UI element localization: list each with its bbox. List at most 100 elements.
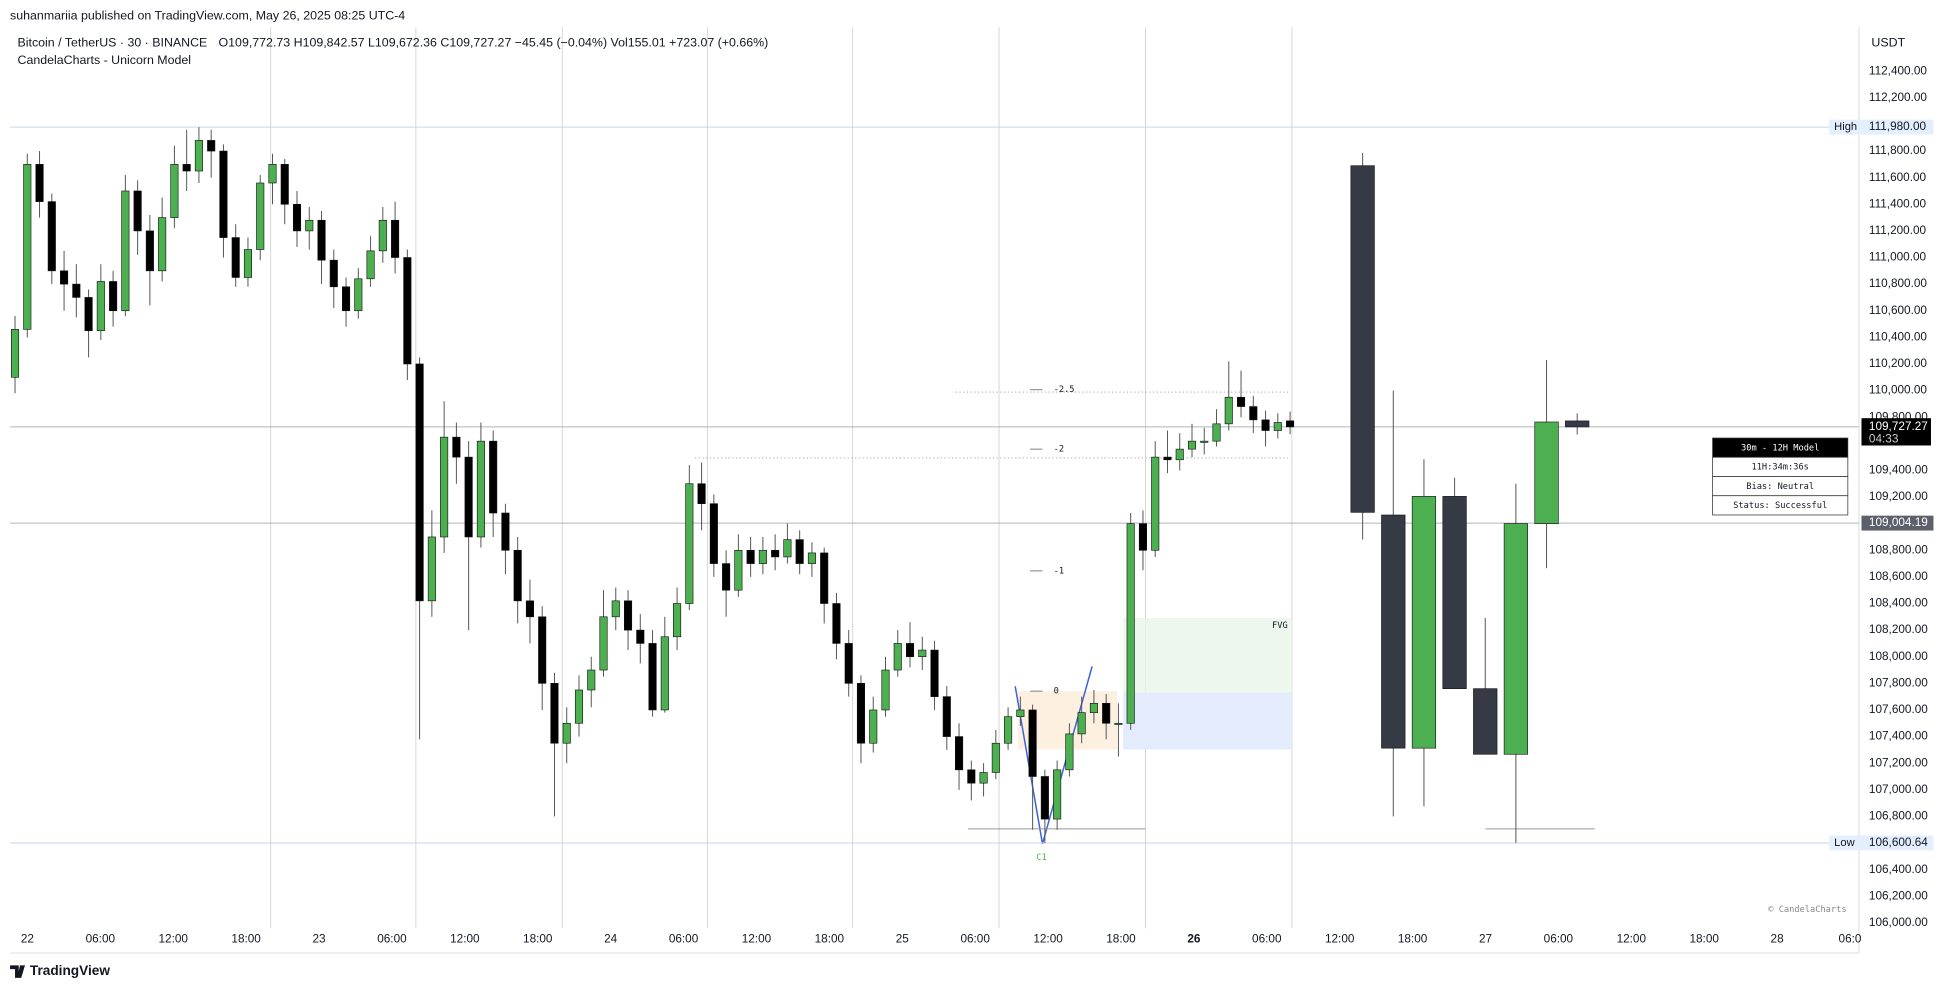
y-tick-label: 108,800.00 bbox=[1869, 543, 1928, 556]
y-tick-label: 110,400.00 bbox=[1869, 330, 1927, 343]
y-tick-label: 108,600.00 bbox=[1869, 570, 1928, 583]
last-price: 109,727.27 bbox=[1869, 420, 1928, 433]
candle-body bbox=[391, 219, 400, 258]
candle-body bbox=[1200, 440, 1209, 443]
x-tick-label: 25 bbox=[896, 932, 910, 945]
candle-body bbox=[378, 219, 387, 252]
candle-body bbox=[1065, 733, 1074, 771]
candle-body bbox=[1286, 420, 1295, 428]
candle-body bbox=[795, 539, 804, 564]
candle-body bbox=[1473, 688, 1498, 755]
panel-text: 11H:34m:36s bbox=[1751, 463, 1808, 473]
fvg-label: FVG bbox=[1272, 621, 1288, 631]
y-tick-label: 107,400.00 bbox=[1869, 730, 1928, 743]
candle-body bbox=[170, 164, 179, 218]
candle-body bbox=[231, 237, 240, 278]
c1-label: C1 bbox=[1036, 853, 1046, 863]
candle-body bbox=[1004, 716, 1013, 744]
candle-body bbox=[525, 600, 534, 618]
candle-body bbox=[207, 140, 216, 152]
x-tick-label: 06:00 bbox=[1544, 932, 1574, 945]
last-price-bg bbox=[1861, 418, 1931, 446]
candle-body bbox=[844, 643, 853, 684]
candle-body bbox=[47, 201, 56, 272]
y-tick-label: 110,000.00 bbox=[1869, 384, 1927, 397]
mark-level-bg bbox=[1861, 515, 1934, 531]
fib-label: 0 bbox=[1054, 687, 1059, 697]
candle-body bbox=[697, 483, 706, 505]
y-tick-label: 110,200.00 bbox=[1869, 357, 1927, 370]
x-tick-label: 27 bbox=[1479, 932, 1492, 945]
candle-body bbox=[292, 203, 302, 232]
fib-label: -2.5 bbox=[1054, 385, 1075, 395]
candle-body bbox=[219, 150, 228, 238]
candle-body bbox=[587, 669, 596, 691]
candle-body bbox=[268, 164, 277, 184]
candle-body bbox=[783, 539, 792, 558]
candle-body bbox=[967, 769, 976, 784]
candle-body bbox=[194, 140, 203, 172]
x-tick-label: 12:00 bbox=[1617, 932, 1647, 945]
x-tick-label: 06:00 bbox=[86, 932, 116, 945]
candle-body bbox=[746, 549, 755, 564]
candle-body bbox=[955, 736, 964, 771]
candle-body bbox=[84, 297, 93, 332]
y-tick-label: 106,400.00 bbox=[1869, 863, 1928, 876]
candle-body bbox=[354, 278, 363, 312]
candle-body bbox=[158, 217, 167, 272]
model-panel: 30m - 12H Model 11H:34m:36s Bias: Neutral S… bbox=[1712, 437, 1849, 516]
candle-body bbox=[10, 329, 20, 378]
x-tick-label: 28 bbox=[1771, 932, 1785, 945]
candle-body bbox=[72, 283, 81, 298]
candle-body bbox=[623, 600, 633, 631]
candle-body bbox=[427, 536, 436, 602]
candle-body bbox=[280, 164, 289, 205]
candle-body bbox=[464, 456, 473, 538]
candle-body bbox=[501, 512, 510, 551]
candle-body bbox=[243, 249, 252, 278]
candle-body bbox=[133, 190, 142, 232]
candle-body bbox=[1534, 421, 1559, 524]
mark-level: 109,004.19 bbox=[1869, 516, 1928, 529]
candle-body bbox=[1151, 456, 1160, 551]
y-tick-label: 112,400.00 bbox=[1869, 64, 1927, 77]
marks: 112,400.00 112,200.00 111,800.00 111,600.00… bbox=[10, 64, 1934, 945]
candle-body bbox=[1114, 722, 1123, 725]
candle-body bbox=[1224, 396, 1233, 425]
candle-body bbox=[942, 696, 951, 737]
candle-body bbox=[991, 742, 1000, 773]
candle-body bbox=[1249, 406, 1258, 421]
candle-body bbox=[109, 281, 118, 312]
candle-body bbox=[513, 549, 522, 602]
candle-body bbox=[256, 182, 265, 250]
candle-body bbox=[489, 440, 498, 514]
candle-body bbox=[452, 436, 461, 458]
x-tick-label: 12:00 bbox=[742, 932, 772, 945]
candle-body bbox=[905, 643, 915, 658]
candle-body bbox=[1175, 448, 1184, 461]
candle-body bbox=[856, 683, 866, 744]
x-tick-label: 18:00 bbox=[523, 932, 553, 945]
candle-body bbox=[342, 286, 351, 312]
level-badge-bg bbox=[1861, 119, 1934, 135]
chart-title: Bitcoin / TetherUS · 30 · BINANCE bbox=[18, 36, 208, 50]
x-tick-label: 23 bbox=[312, 932, 326, 945]
candle-body bbox=[403, 257, 412, 365]
candle-body bbox=[1503, 523, 1528, 755]
candle-body bbox=[611, 600, 620, 618]
candle-body bbox=[807, 552, 816, 564]
candle-body bbox=[60, 270, 69, 285]
currency: USDT bbox=[1871, 36, 1905, 50]
candle-body bbox=[317, 219, 326, 261]
y-tick-label: 108,400.00 bbox=[1869, 597, 1928, 610]
candle-body bbox=[1273, 422, 1282, 431]
x-tick-label: 26 bbox=[1187, 932, 1201, 945]
candle-body bbox=[23, 164, 32, 330]
y-tick-label: 110,800.00 bbox=[1869, 277, 1927, 290]
candle-body bbox=[1237, 396, 1246, 407]
x-tick-label: 18:00 bbox=[815, 932, 845, 945]
candle-body bbox=[930, 649, 939, 697]
